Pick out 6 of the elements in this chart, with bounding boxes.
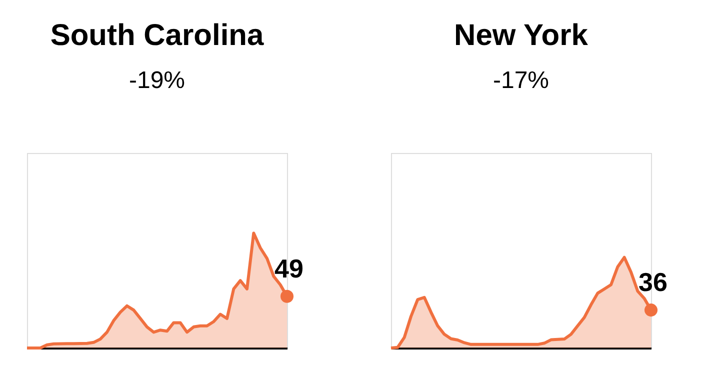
chart-title: South Carolina <box>50 19 264 52</box>
data-label: 49 <box>274 253 304 284</box>
data-label: 36 <box>638 267 668 298</box>
chart-subtitle: -19% <box>128 67 186 94</box>
chart-title: New York <box>454 19 588 52</box>
chart-subtitle: -17% <box>492 67 550 94</box>
